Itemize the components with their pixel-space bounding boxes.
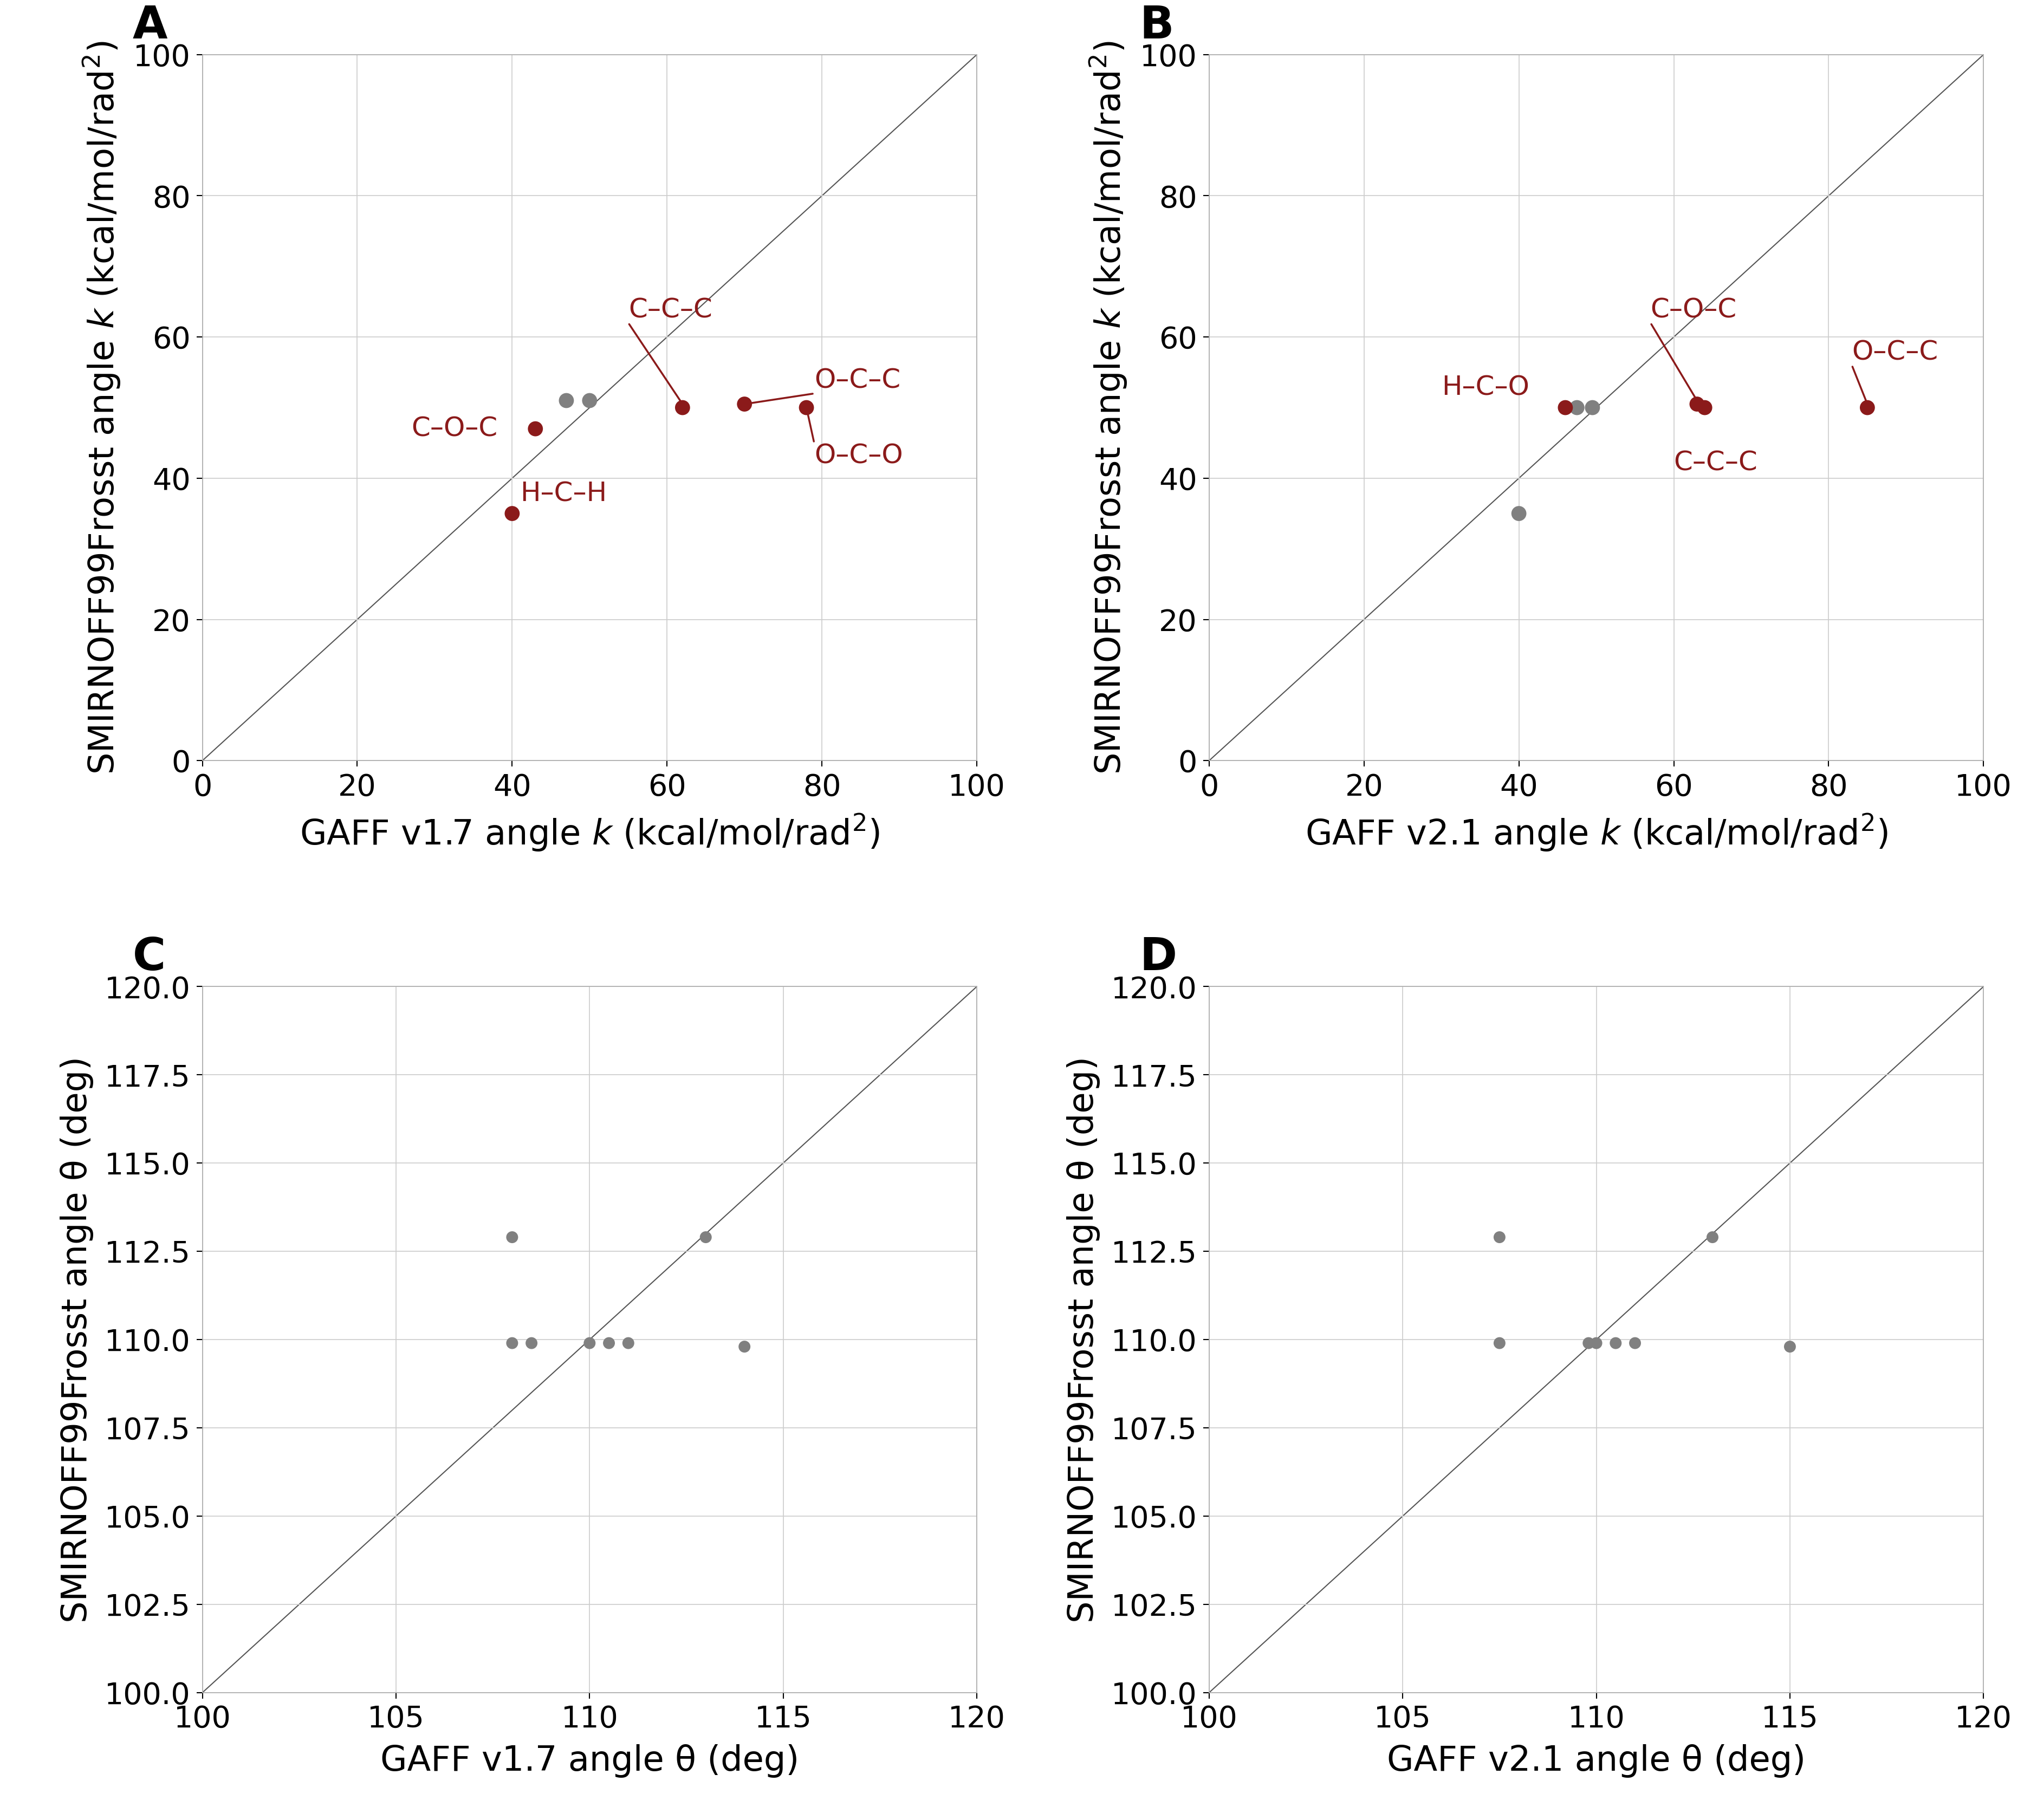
Point	[516, 1329, 549, 1358]
Point	[496, 499, 528, 528]
Point	[573, 1329, 605, 1358]
Text: H–C–H: H–C–H	[520, 480, 607, 506]
Text: O–C–O: O–C–O	[814, 442, 903, 470]
Y-axis label: SMIRNOFF99Frosst angle θ (deg): SMIRNOFF99Frosst angle θ (deg)	[1067, 1056, 1101, 1623]
Point	[573, 386, 605, 415]
Point	[1688, 393, 1720, 422]
X-axis label: GAFF v1.7 angle θ (deg): GAFF v1.7 angle θ (deg)	[381, 1744, 799, 1778]
Point	[496, 1329, 528, 1358]
Text: O–C–C: O–C–C	[1852, 339, 1939, 366]
Text: O–C–C: O–C–C	[814, 368, 901, 393]
Point	[611, 1329, 644, 1358]
Point	[729, 389, 761, 419]
Text: D: D	[1140, 935, 1176, 979]
Point	[1599, 1329, 1631, 1358]
Text: C–O–C: C–O–C	[411, 415, 498, 442]
X-axis label: GAFF v1.7 angle $k$ (kcal/mol/rad$^2$): GAFF v1.7 angle $k$ (kcal/mol/rad$^2$)	[300, 812, 880, 854]
X-axis label: GAFF v2.1 angle $k$ (kcal/mol/rad$^2$): GAFF v2.1 angle $k$ (kcal/mol/rad$^2$)	[1305, 812, 1888, 854]
Text: B: B	[1140, 4, 1174, 47]
Point	[1773, 1332, 1805, 1361]
Point	[1696, 1223, 1728, 1252]
Point	[1484, 1329, 1516, 1358]
Point	[1502, 499, 1534, 528]
Point	[729, 1332, 761, 1361]
Text: C–C–C: C–C–C	[1674, 450, 1757, 477]
Y-axis label: SMIRNOFF99Frosst angle $k$ (kcal/mol/rad$^2$): SMIRNOFF99Frosst angle $k$ (kcal/mol/rad…	[1089, 40, 1129, 775]
X-axis label: GAFF v2.1 angle θ (deg): GAFF v2.1 angle θ (deg)	[1386, 1744, 1805, 1778]
Point	[496, 1223, 528, 1252]
Y-axis label: SMIRNOFF99Frosst angle $k$ (kcal/mol/rad$^2$): SMIRNOFF99Frosst angle $k$ (kcal/mol/rad…	[81, 40, 123, 775]
Point	[1548, 393, 1581, 422]
Point	[1619, 1329, 1652, 1358]
Text: H–C–O: H–C–O	[1441, 375, 1530, 400]
Point	[1561, 393, 1593, 422]
Text: C–O–C: C–O–C	[1650, 297, 1737, 322]
Text: C–C–C: C–C–C	[627, 297, 712, 322]
Point	[666, 393, 698, 422]
Point	[690, 1223, 723, 1252]
Text: A: A	[134, 4, 168, 47]
Point	[1484, 1223, 1516, 1252]
Text: C: C	[134, 935, 166, 979]
Point	[593, 1329, 625, 1358]
Point	[1852, 393, 1884, 422]
Point	[1680, 389, 1712, 419]
Point	[1581, 1329, 1613, 1358]
Point	[551, 386, 583, 415]
Point	[789, 393, 822, 422]
Point	[1573, 1329, 1605, 1358]
Point	[520, 415, 553, 444]
Y-axis label: SMIRNOFF99Frosst angle θ (deg): SMIRNOFF99Frosst angle θ (deg)	[61, 1056, 93, 1623]
Point	[1577, 393, 1609, 422]
